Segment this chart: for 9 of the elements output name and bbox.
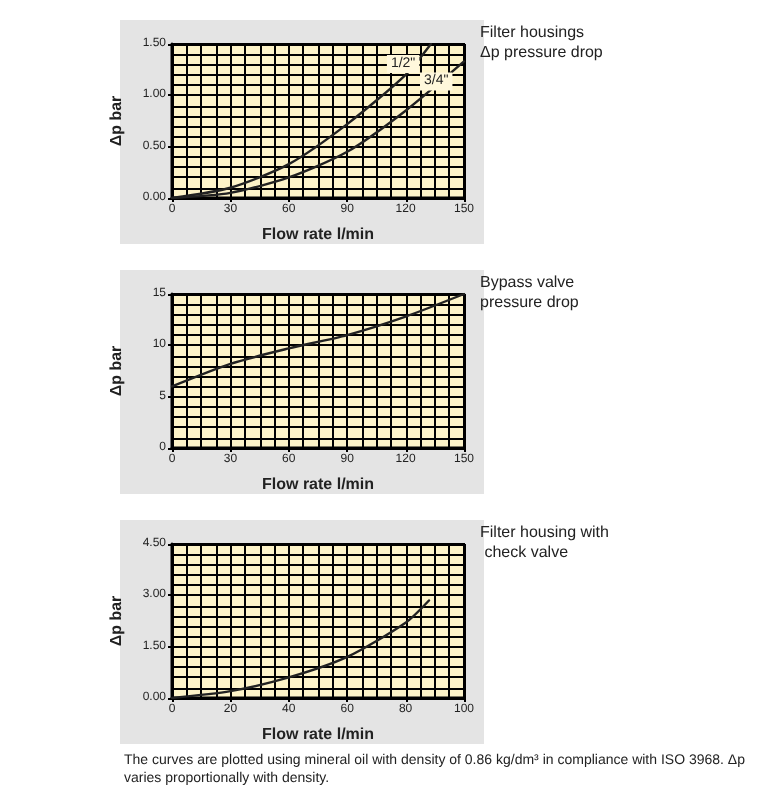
text: Filter housing with check valve <box>480 523 609 561</box>
x-axis-title: Flow rate l/min <box>261 725 375 743</box>
text: Filter housings Δp pressure drop <box>480 23 604 61</box>
x-axis-title: Flow rate l/min <box>261 225 375 243</box>
y-axis-title: Δp bar <box>107 595 125 647</box>
y-axis-title: Δp bar <box>107 95 125 147</box>
text: Bypass valve pressure drop <box>480 273 580 311</box>
y-axis-title: Δp bar <box>107 345 125 397</box>
x-axis-title: Flow rate l/min <box>261 475 375 493</box>
